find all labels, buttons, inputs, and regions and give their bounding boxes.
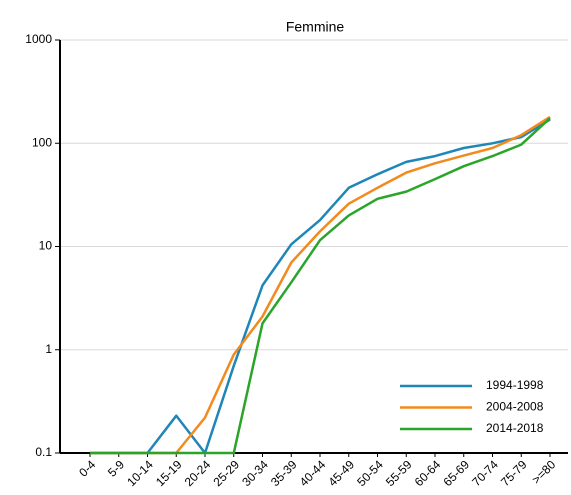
x-tick-label: 40-44 [297, 457, 329, 489]
y-tick-label: 10 [39, 239, 53, 253]
x-tick-label: 20-24 [182, 457, 214, 489]
x-tick-label: >=80 [529, 457, 558, 486]
x-tick-label: 50-54 [354, 457, 386, 489]
legend-label: 2014-2018 [486, 421, 544, 435]
x-tick-label: 35-39 [268, 457, 300, 489]
x-tick-label: 5-9 [105, 457, 127, 479]
legend-label: 1994-1998 [486, 378, 544, 392]
x-tick-label: 70-74 [469, 457, 501, 489]
x-tick-label: 10-14 [124, 457, 156, 489]
x-tick-label: 30-34 [239, 457, 271, 489]
x-tick-label: 0-4 [76, 457, 98, 479]
x-tick-label: 15-19 [153, 457, 185, 489]
legend-label: 2004-2008 [486, 400, 544, 414]
series-line [90, 117, 551, 455]
x-tick-label: 60-64 [412, 457, 444, 489]
y-tick-label: 0.1 [35, 445, 52, 459]
x-tick-label: 55-59 [383, 457, 415, 489]
x-tick-label: 25-29 [211, 457, 243, 489]
y-tick-label: 1 [45, 342, 52, 356]
series-line [90, 118, 551, 455]
series-line [90, 115, 551, 455]
x-tick-label: 65-69 [441, 457, 473, 489]
y-tick-label: 100 [32, 135, 52, 149]
x-tick-label: 75-79 [498, 457, 530, 489]
x-tick-label: 45-49 [326, 457, 358, 489]
chart-title: Femmine [286, 19, 345, 35]
y-tick-label: 1000 [25, 32, 52, 46]
